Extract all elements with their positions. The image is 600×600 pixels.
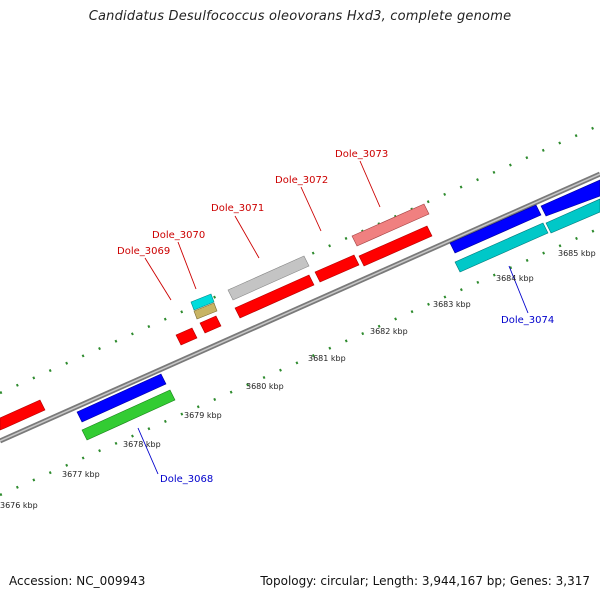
gene-label-dole-3068: Dole_3068 (160, 474, 213, 485)
gene-red-small-b (199, 315, 222, 334)
gene-dole-3074-blue-b (540, 179, 600, 217)
genome-title: Candidatus Desulfococcus oleovorans Hxd3… (88, 9, 512, 24)
scale-labels: 3676 kbp 3677 kbp 3678 kbp 3679 kbp 3680… (0, 249, 596, 510)
scale-label: 3685 kbp (558, 249, 596, 258)
gene-dole-3072 (314, 254, 360, 283)
gene-dole-3068-blue (76, 373, 167, 423)
gene-label-dole-3069: Dole_3069 (117, 246, 170, 257)
gene-labels: Dole_3069 Dole_3070 Dole_3071 Dole_3072 … (117, 149, 554, 485)
gene-dole-3069 (175, 327, 198, 346)
gene-dole-3070-cyan (190, 293, 215, 311)
gene-label-dole-3072: Dole_3072 (275, 175, 328, 186)
scale-label: 3681 kbp (308, 354, 346, 363)
gene-dole-3071-red (234, 274, 315, 319)
gene-label-dole-3074: Dole_3074 (501, 315, 554, 326)
gene-dole-3074-cyan-b (545, 198, 600, 234)
gene-dole-3073-red (358, 225, 433, 267)
gene-label-dole-3071: Dole_3071 (211, 203, 264, 214)
scale-label: 3680 kbp (246, 382, 284, 391)
gene-dole-3071-gray (227, 255, 310, 301)
scale-label: 3678 kbp (123, 440, 161, 449)
accession-text: Accession: NC_009943 (9, 574, 146, 588)
bottom-dot-track (0, 226, 600, 497)
gene-red-left-edge (0, 399, 46, 431)
gene-dole-3074-blue-a (449, 204, 542, 254)
scale-label: 3677 kbp (62, 470, 100, 479)
reverse-genes (81, 179, 600, 441)
genome-backbone (0, 171, 600, 444)
genome-summary-text: Topology: circular; Length: 3,944,167 bp… (260, 574, 590, 588)
gene-dole-3068-green (81, 389, 176, 441)
label-leaders (137, 160, 529, 475)
scale-label: 3679 kbp (184, 411, 222, 420)
scale-label: 3682 kbp (370, 327, 408, 336)
gene-dole-3074-cyan-a (454, 222, 549, 273)
gene-label-dole-3070: Dole_3070 (152, 230, 205, 241)
gene-dole-3073-pink (351, 203, 430, 247)
scale-label: 3684 kbp (496, 274, 534, 283)
scale-label: 3676 kbp (0, 501, 38, 510)
top-dot-track (0, 123, 600, 395)
scale-label: 3683 kbp (433, 300, 471, 309)
gene-dole-3070-khaki (193, 302, 218, 320)
forward-genes (0, 203, 433, 431)
gene-label-dole-3073: Dole_3073 (335, 149, 388, 160)
